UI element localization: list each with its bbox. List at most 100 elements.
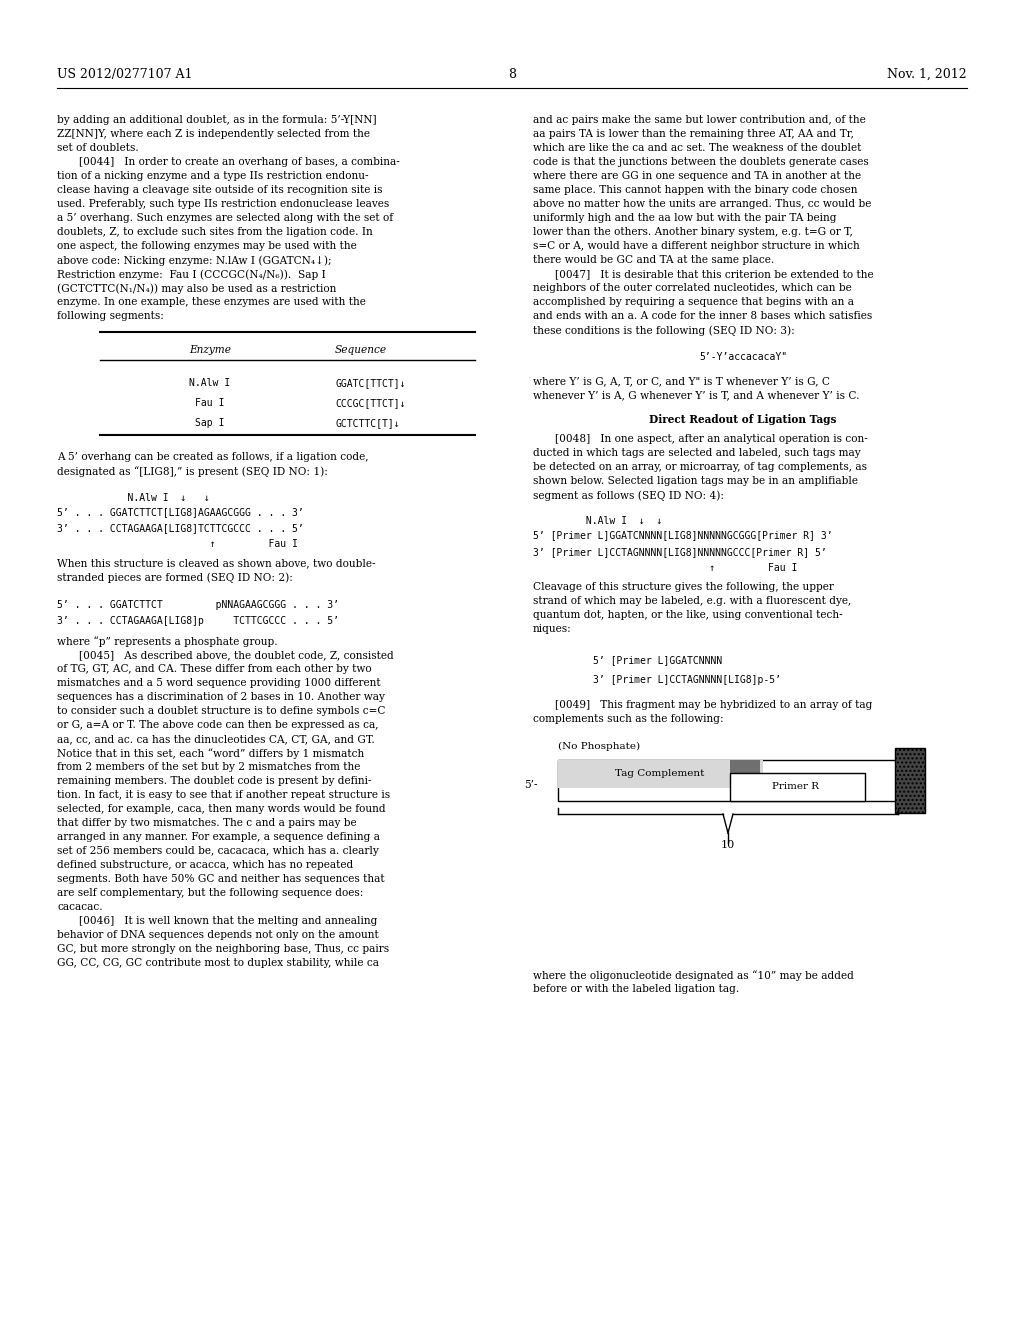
- Text: be detected on an array, or microarray, of tag complements, as: be detected on an array, or microarray, …: [534, 462, 867, 473]
- Text: [0047]   It is desirable that this criterion be extended to the: [0047] It is desirable that this criteri…: [555, 269, 873, 279]
- Bar: [730, 774, 865, 801]
- Text: GC, but more strongly on the neighboring base, Thus, cc pairs: GC, but more strongly on the neighboring…: [57, 944, 389, 954]
- Text: one aspect, the following enzymes may be used with the: one aspect, the following enzymes may be…: [57, 242, 356, 251]
- Text: shown below. Selected ligation tags may be in an amplifiable: shown below. Selected ligation tags may …: [534, 477, 858, 486]
- Text: tion. In fact, it is easy to see that if another repeat structure is: tion. In fact, it is easy to see that if…: [57, 789, 390, 800]
- Bar: [558, 760, 898, 801]
- Text: these conditions is the following (SEQ ID NO: 3):: these conditions is the following (SEQ I…: [534, 325, 795, 335]
- Text: where “p” represents a phosphate group.: where “p” represents a phosphate group.: [57, 636, 278, 647]
- Text: lower than the others. Another binary system, e.g. t=G or T,: lower than the others. Another binary sy…: [534, 227, 853, 238]
- Text: 5’ [Primer L]GGATCNNNN[LIG8]NNNNNGCGGG[Primer R] 3’: 5’ [Primer L]GGATCNNNN[LIG8]NNNNNGCGGG[P…: [534, 531, 833, 540]
- Text: used. Preferably, such type IIs restriction endonuclease leaves: used. Preferably, such type IIs restrict…: [57, 199, 389, 209]
- Text: GGATC[TTCT]↓: GGATC[TTCT]↓: [335, 378, 406, 388]
- Text: N.Alw I: N.Alw I: [189, 378, 230, 388]
- Text: ↑         Fau I: ↑ Fau I: [57, 539, 298, 549]
- Text: Direct Readout of Ligation Tags: Direct Readout of Ligation Tags: [649, 414, 837, 425]
- Text: N.Alw I  ↓   ↓: N.Alw I ↓ ↓: [57, 492, 210, 503]
- Text: [0048]   In one aspect, after an analytical operation is con-: [0048] In one aspect, after an analytica…: [555, 434, 867, 444]
- Text: segments. Both have 50% GC and neither has sequences that: segments. Both have 50% GC and neither h…: [57, 874, 385, 884]
- Text: Nov. 1, 2012: Nov. 1, 2012: [888, 69, 967, 81]
- Text: mismatches and a 5 word sequence providing 1000 different: mismatches and a 5 word sequence providi…: [57, 678, 381, 688]
- Text: ducted in which tags are selected and labeled, such tags may: ducted in which tags are selected and la…: [534, 447, 860, 458]
- Text: 8: 8: [508, 69, 516, 81]
- Text: segment as follows (SEQ ID NO: 4):: segment as follows (SEQ ID NO: 4):: [534, 490, 724, 500]
- Text: GCTCTTC[T]↓: GCTCTTC[T]↓: [335, 418, 399, 428]
- Text: complements such as the following:: complements such as the following:: [534, 714, 724, 723]
- Text: same place. This cannot happen with the binary code chosen: same place. This cannot happen with the …: [534, 185, 857, 195]
- Text: [0045]   As described above, the doublet code, Z, consisted: [0045] As described above, the doublet c…: [79, 649, 394, 660]
- Text: and ends with an a. A code for the inner 8 bases which satisfies: and ends with an a. A code for the inner…: [534, 312, 872, 321]
- Bar: [895, 748, 925, 813]
- Text: enzyme. In one example, these enzymes are used with the: enzyme. In one example, these enzymes ar…: [57, 297, 366, 308]
- Text: are self complementary, but the following sequence does:: are self complementary, but the followin…: [57, 888, 364, 898]
- Text: 5’-: 5’-: [524, 780, 538, 789]
- Text: set of 256 members could be, cacacaca, which has a. clearly: set of 256 members could be, cacacaca, w…: [57, 846, 379, 855]
- Text: 5’ . . . GGATCTTCT         pNNAGAAGCGGG . . . 3’: 5’ . . . GGATCTTCT pNNAGAAGCGGG . . . 3’: [57, 601, 339, 610]
- Text: 10: 10: [721, 840, 735, 850]
- Text: strand of which may be labeled, e.g. with a fluorescent dye,: strand of which may be labeled, e.g. wit…: [534, 597, 851, 606]
- Text: where the oligonucleotide designated as “10” may be added: where the oligonucleotide designated as …: [534, 970, 854, 981]
- Text: following segments:: following segments:: [57, 312, 164, 321]
- Text: designated as “[LIG8],” is present (SEQ ID NO: 1):: designated as “[LIG8],” is present (SEQ …: [57, 466, 328, 477]
- Text: there would be GC and TA at the same place.: there would be GC and TA at the same pla…: [534, 255, 774, 265]
- Text: 3’ . . . CCTAGAAGA[LIG8]p     TCTTCGCCC . . . 5’: 3’ . . . CCTAGAAGA[LIG8]p TCTTCGCCC . . …: [57, 616, 339, 626]
- Text: Tag Complement: Tag Complement: [615, 770, 705, 777]
- Text: Cleavage of this structure gives the following, the upper: Cleavage of this structure gives the fol…: [534, 582, 834, 591]
- Text: code is that the junctions between the doublets generate cases: code is that the junctions between the d…: [534, 157, 868, 168]
- Text: behavior of DNA sequences depends not only on the amount: behavior of DNA sequences depends not on…: [57, 931, 379, 940]
- Text: s=C or A, would have a different neighbor structure in which: s=C or A, would have a different neighbo…: [534, 242, 860, 251]
- Text: selected, for example, caca, then many words would be found: selected, for example, caca, then many w…: [57, 804, 386, 814]
- Text: neighbors of the outer correlated nucleotides, which can be: neighbors of the outer correlated nucleo…: [534, 282, 852, 293]
- Text: ↑         Fau I: ↑ Fau I: [534, 564, 798, 573]
- Text: Fau I: Fau I: [196, 399, 224, 408]
- Text: Primer R: Primer R: [771, 781, 818, 791]
- Text: from 2 members of the set but by 2 mismatches from the: from 2 members of the set but by 2 misma…: [57, 762, 360, 772]
- Text: US 2012/0277107 A1: US 2012/0277107 A1: [57, 69, 193, 81]
- Text: CCCGC[TTCT]↓: CCCGC[TTCT]↓: [335, 399, 406, 408]
- Text: to consider such a doublet structure is to define symbols c=C: to consider such a doublet structure is …: [57, 706, 385, 715]
- Text: [0046]   It is well known that the melting and annealing: [0046] It is well known that the melting…: [79, 916, 378, 927]
- Text: above code: Nicking enzyme: N.lAw I (GGATCN₄↓);: above code: Nicking enzyme: N.lAw I (GGA…: [57, 255, 332, 265]
- Text: Enzyme: Enzyme: [189, 345, 231, 355]
- Text: a 5’ overhang. Such enzymes are selected along with the set of: a 5’ overhang. Such enzymes are selected…: [57, 213, 393, 223]
- Text: 3’ [Primer L]CCTAGNNNN[LIG8]NNNNNGCCC[Primer R] 5’: 3’ [Primer L]CCTAGNNNN[LIG8]NNNNNGCCC[Pr…: [534, 546, 826, 557]
- Text: niques:: niques:: [534, 624, 571, 634]
- Text: stranded pieces are formed (SEQ ID NO: 2):: stranded pieces are formed (SEQ ID NO: 2…: [57, 572, 293, 582]
- Text: Restriction enzyme:  Fau I (CCCGC(N₄/N₆)).  Sap I: Restriction enzyme: Fau I (CCCGC(N₄/N₆))…: [57, 269, 326, 280]
- Text: Notice that in this set, each “word” differs by 1 mismatch: Notice that in this set, each “word” dif…: [57, 748, 365, 759]
- Text: where Y’ is G, A, T, or C, and Y" is T whenever Y’ is G, C: where Y’ is G, A, T, or C, and Y" is T w…: [534, 376, 830, 385]
- Text: 5’ [Primer L]GGATCNNNN: 5’ [Primer L]GGATCNNNN: [593, 655, 722, 665]
- Text: which are like the ca and ac set. The weakness of the doublet: which are like the ca and ac set. The we…: [534, 143, 861, 153]
- Text: Sequence: Sequence: [335, 345, 387, 355]
- Text: Sap I: Sap I: [196, 418, 224, 428]
- Text: cacacac.: cacacac.: [57, 902, 102, 912]
- Text: N.Alw I  ↓  ↓: N.Alw I ↓ ↓: [534, 516, 663, 525]
- Text: 5’-Y’accacacaY": 5’-Y’accacacaY": [699, 352, 787, 362]
- Text: clease having a cleavage site outside of its recognition site is: clease having a cleavage site outside of…: [57, 185, 383, 195]
- Text: uniformly high and the aa low but with the pair TA being: uniformly high and the aa low but with t…: [534, 213, 837, 223]
- Text: or G, a=A or T. The above code can then be expressed as ca,: or G, a=A or T. The above code can then …: [57, 719, 379, 730]
- Text: GG, CC, CG, GC contribute most to duplex stability, while ca: GG, CC, CG, GC contribute most to duplex…: [57, 958, 379, 968]
- Bar: [730, 760, 760, 788]
- Text: [0049]   This fragment may be hybridized to an array of tag: [0049] This fragment may be hybridized t…: [555, 700, 872, 710]
- Text: aa pairs TA is lower than the remaining three AT, AA and Tr,: aa pairs TA is lower than the remaining …: [534, 129, 854, 139]
- Text: quantum dot, hapten, or the like, using conventional tech-: quantum dot, hapten, or the like, using …: [534, 610, 843, 620]
- Text: (No Phosphate): (No Phosphate): [558, 742, 640, 751]
- Text: above no matter how the units are arranged. Thus, cc would be: above no matter how the units are arrang…: [534, 199, 871, 209]
- Text: arranged in any manner. For example, a sequence defining a: arranged in any manner. For example, a s…: [57, 832, 380, 842]
- Text: doublets, Z, to exclude such sites from the ligation code. In: doublets, Z, to exclude such sites from …: [57, 227, 373, 238]
- Bar: [558, 760, 763, 788]
- Text: sequences has a discrimination of 2 bases in 10. Another way: sequences has a discrimination of 2 base…: [57, 692, 385, 702]
- Text: [0044]   In order to create an overhang of bases, a combina-: [0044] In order to create an overhang of…: [79, 157, 399, 168]
- Text: A 5’ overhang can be created as follows, if a ligation code,: A 5’ overhang can be created as follows,…: [57, 451, 369, 462]
- Text: 5’ . . . GGATCTTCT[LIG8]AGAAGCGGG . . . 3’: 5’ . . . GGATCTTCT[LIG8]AGAAGCGGG . . . …: [57, 507, 304, 517]
- Text: whenever Y’ is A, G whenever Y’ is T, and A whenever Y’ is C.: whenever Y’ is A, G whenever Y’ is T, an…: [534, 389, 859, 400]
- Text: tion of a nicking enzyme and a type IIs restriction endonu-: tion of a nicking enzyme and a type IIs …: [57, 172, 369, 181]
- Text: remaining members. The doublet code is present by defini-: remaining members. The doublet code is p…: [57, 776, 372, 785]
- Text: by adding an additional doublet, as in the formula: 5’-Y[NN]: by adding an additional doublet, as in t…: [57, 115, 377, 125]
- Text: When this structure is cleaved as shown above, two double-: When this structure is cleaved as shown …: [57, 558, 376, 568]
- Text: aa, cc, and ac. ca has the dinucleotides CA, CT, GA, and GT.: aa, cc, and ac. ca has the dinucleotides…: [57, 734, 375, 744]
- Text: (GCTCTTC(N₁/N₄)) may also be used as a restriction: (GCTCTTC(N₁/N₄)) may also be used as a r…: [57, 282, 336, 293]
- Text: ZZ[NN]Y, where each Z is independently selected from the: ZZ[NN]Y, where each Z is independently s…: [57, 129, 370, 139]
- Text: defined substructure, or acacca, which has no repeated: defined substructure, or acacca, which h…: [57, 861, 353, 870]
